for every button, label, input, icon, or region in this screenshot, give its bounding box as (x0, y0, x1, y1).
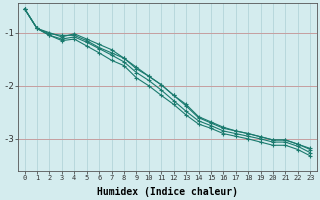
X-axis label: Humidex (Indice chaleur): Humidex (Indice chaleur) (97, 186, 238, 197)
